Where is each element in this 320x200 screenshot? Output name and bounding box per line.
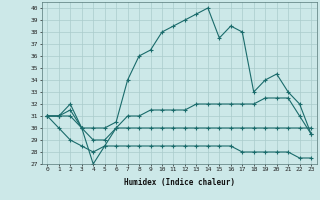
X-axis label: Humidex (Indice chaleur): Humidex (Indice chaleur) <box>124 178 235 187</box>
